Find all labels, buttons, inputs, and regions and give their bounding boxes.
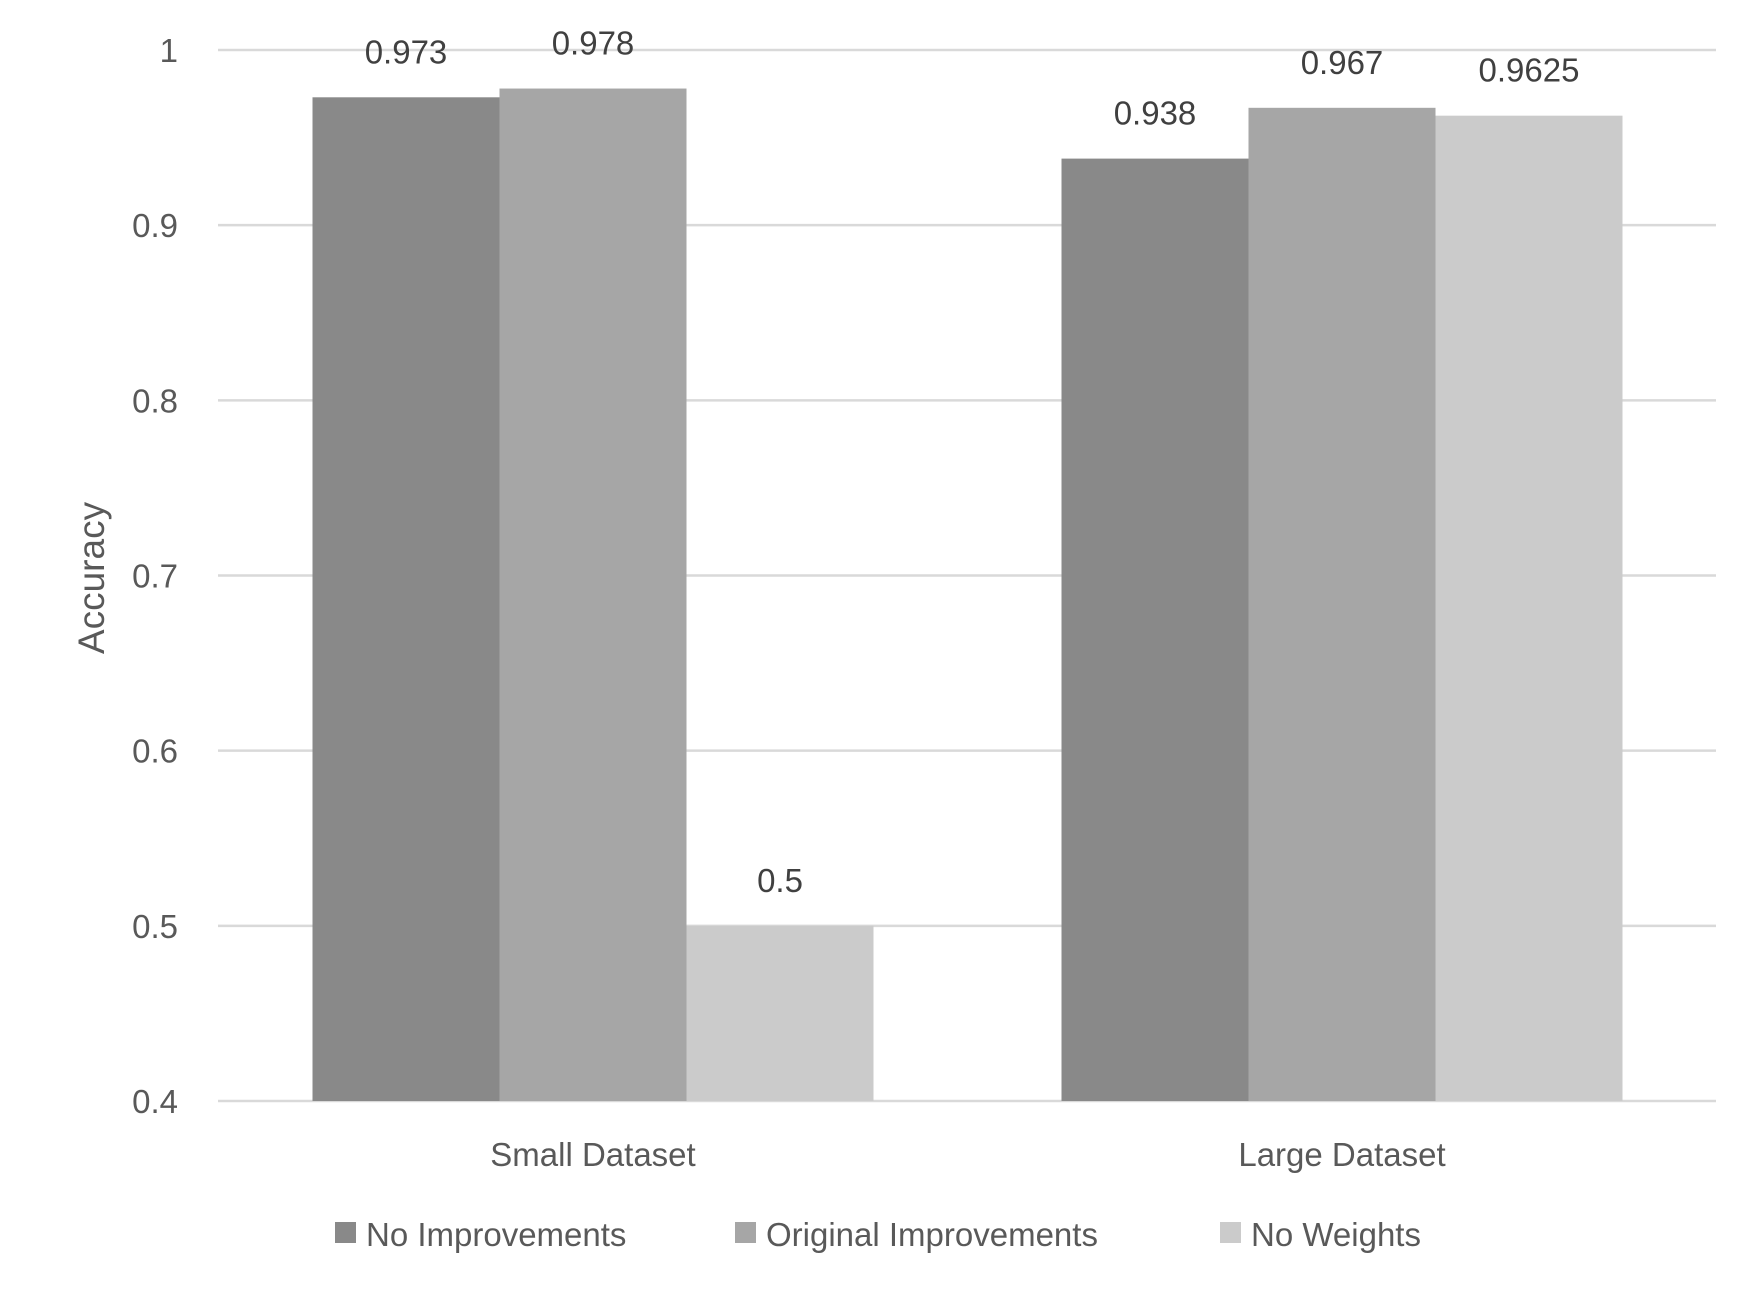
- legend-swatch: [335, 1222, 356, 1243]
- bar-0-0: [312, 97, 500, 1102]
- bar-2-0: [686, 925, 874, 1101]
- legend-label: Original Improvements: [766, 1216, 1098, 1253]
- data-label-2-0: 0.5: [757, 862, 803, 899]
- bar-2-1: [1435, 115, 1623, 1101]
- bar-1-1: [1248, 107, 1436, 1102]
- legend-swatch: [735, 1222, 756, 1243]
- legend-label: No Improvements: [366, 1216, 626, 1253]
- y-tick-label: 0.8: [132, 382, 178, 419]
- data-label-0-0: 0.973: [365, 33, 448, 70]
- y-axis-title: Accuracy: [71, 501, 112, 654]
- data-labels: 0.973 0.938 0.978 0.967 0.5 0.9625: [365, 25, 1580, 899]
- bars: [312, 88, 1623, 1102]
- x-tick-label: Small Dataset: [490, 1136, 695, 1173]
- bar-0-1: [1061, 158, 1249, 1101]
- legend-label: No Weights: [1251, 1216, 1421, 1253]
- y-tick-label: 0.4: [132, 1083, 178, 1120]
- data-label-2-1: 0.9625: [1479, 52, 1580, 89]
- bar-1-0: [499, 88, 687, 1101]
- y-tick-label: 0.9: [132, 207, 178, 244]
- legend-swatch: [1220, 1222, 1241, 1243]
- y-tick-label: 0.7: [132, 558, 178, 595]
- y-tick-label: 0.6: [132, 733, 178, 770]
- legend: No Improvements Original Improvements No W…: [335, 1216, 1421, 1253]
- y-tick-label: 1: [160, 32, 178, 69]
- y-axis-ticks: 0.4 0.5 0.6 0.7 0.8 0.9 1: [132, 32, 178, 1120]
- x-axis-ticks: Small Dataset Large Dataset: [490, 1136, 1445, 1173]
- y-tick-label: 0.5: [132, 908, 178, 945]
- data-label-0-1: 0.938: [1114, 95, 1197, 132]
- data-label-1-1: 0.967: [1301, 44, 1384, 81]
- x-tick-label: Large Dataset: [1238, 1136, 1445, 1173]
- data-label-1-0: 0.978: [552, 25, 635, 62]
